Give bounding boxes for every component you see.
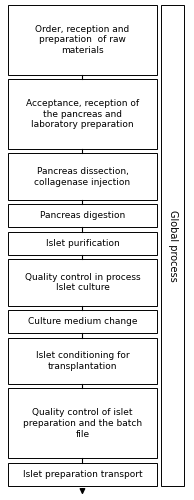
FancyBboxPatch shape [8, 79, 157, 149]
Text: Order, reception and
preparation  of raw
materials: Order, reception and preparation of raw … [35, 24, 130, 55]
Text: Pancreas digestion: Pancreas digestion [40, 212, 125, 220]
Text: Global process: Global process [168, 210, 178, 282]
Text: Islet conditioning for
transplantation: Islet conditioning for transplantation [36, 351, 129, 370]
Text: Pancreas dissection,
collagenase injection: Pancreas dissection, collagenase injecti… [34, 167, 131, 186]
FancyBboxPatch shape [8, 310, 157, 334]
FancyBboxPatch shape [161, 5, 184, 486]
FancyBboxPatch shape [8, 259, 157, 306]
Text: Islet preparation transport: Islet preparation transport [23, 470, 142, 478]
Text: Quality control of islet
preparation and the batch
file: Quality control of islet preparation and… [23, 408, 142, 438]
FancyBboxPatch shape [8, 204, 157, 228]
FancyBboxPatch shape [8, 388, 157, 458]
Text: Quality control in process
Islet culture: Quality control in process Islet culture [25, 272, 140, 292]
Text: Acceptance, reception of
the pancreas and
laboratory preparation: Acceptance, reception of the pancreas an… [26, 99, 139, 130]
FancyBboxPatch shape [8, 338, 157, 384]
FancyBboxPatch shape [8, 232, 157, 255]
Text: Culture medium change: Culture medium change [28, 317, 137, 326]
FancyBboxPatch shape [8, 462, 157, 486]
FancyBboxPatch shape [8, 154, 157, 200]
Text: Islet purification: Islet purification [46, 239, 119, 248]
FancyBboxPatch shape [8, 5, 157, 75]
